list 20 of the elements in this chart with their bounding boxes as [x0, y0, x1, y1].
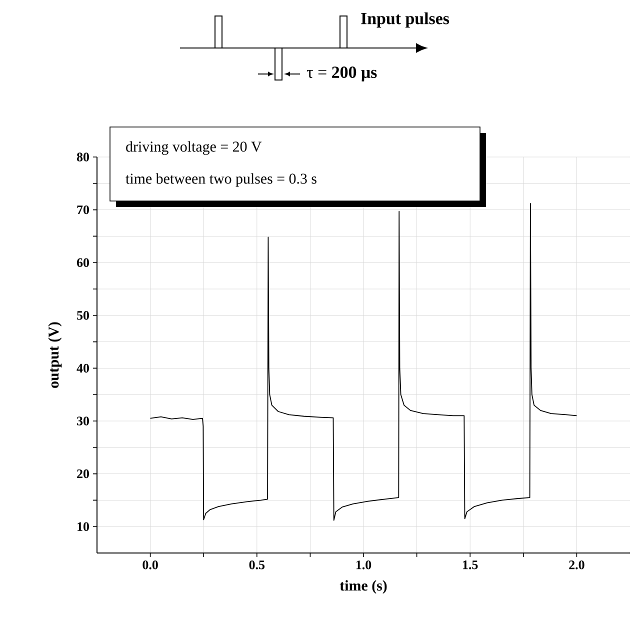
y-tick-label: 70 [77, 205, 89, 214]
line-series [150, 203, 578, 521]
text: Input pulses [361, 12, 450, 28]
x-axis-title: time (s) [340, 580, 387, 594]
y-tick-label: 20 [77, 469, 89, 478]
y-tick-label: 60 [76, 258, 89, 267]
y-axis-title: output (V) [48, 322, 62, 388]
y-tick-label: 80 [76, 152, 89, 162]
x-tick-label: 1.0 [356, 560, 372, 570]
y-tick-label: 10 [78, 522, 89, 531]
x-tick-label: 1.5 [463, 560, 478, 570]
y-tick-label: 50 [77, 311, 89, 320]
x-tick-label: 0.0 [142, 560, 158, 570]
text: τ = 200 μs [306, 66, 377, 82]
y-tick-label: 40 [76, 364, 89, 373]
y-tick-label: 30 [77, 416, 89, 426]
text: driving voltage = 20 V [126, 141, 262, 155]
annotation: time between two pulses = 0.3 s [126, 173, 316, 187]
x-tick-label: 0.5 [249, 560, 265, 570]
x-tick-label: 2.0 [569, 560, 584, 570]
